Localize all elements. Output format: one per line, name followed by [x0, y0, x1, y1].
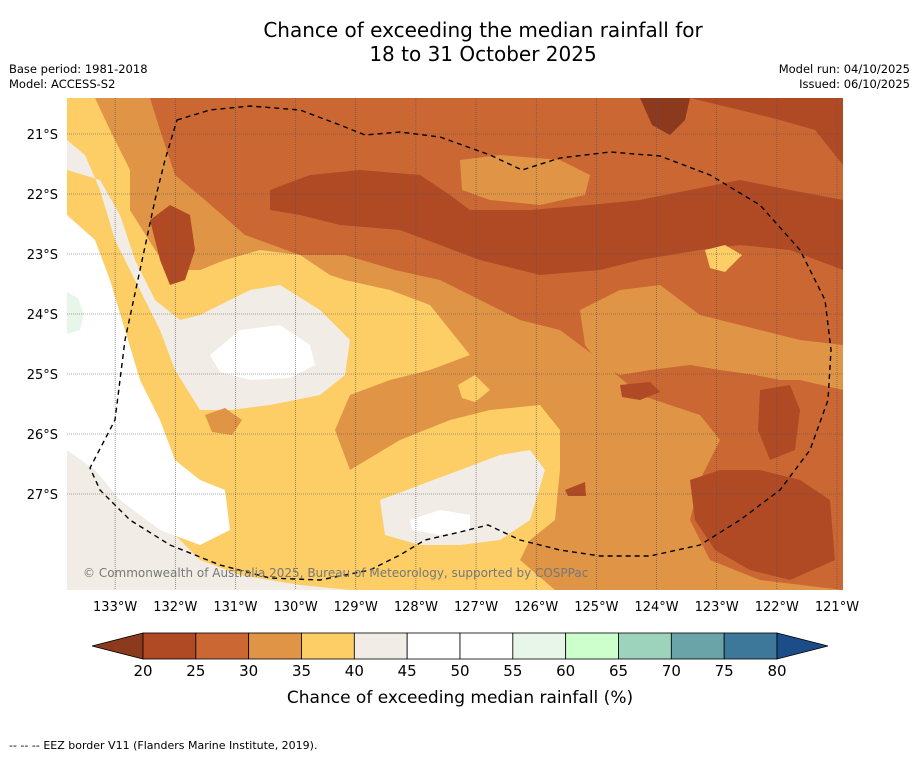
colorbar-label: Chance of exceeding median rainfall (%) — [287, 688, 633, 708]
lon-label: 122°W — [755, 600, 799, 615]
colorbar-bin — [670, 632, 725, 660]
field-45-55-west — [67, 215, 230, 545]
colorbar-tick-label: 20 — [133, 662, 152, 680]
colorbar-tick-label: 40 — [345, 662, 364, 680]
meta-left: Base period: 1981-2018 Model: ACCESS-S2 — [9, 62, 148, 92]
lon-label: 130°W — [274, 600, 318, 615]
field-20-25-ne — [570, 98, 843, 165]
lon-label: 132°W — [153, 600, 197, 615]
base-period: Base period: 1981-2018 — [9, 62, 148, 76]
colorbar-tick-label: 65 — [609, 662, 628, 680]
colorbar-tick-label: 55 — [503, 662, 522, 680]
colorbar-ticks: 20 25 30 35 40 45 50 55 60 65 70 75 80 — [133, 662, 786, 680]
map-gridlines — [67, 98, 843, 590]
colorbar-tick-label: 35 — [292, 662, 311, 680]
colorbar-bin — [142, 632, 197, 660]
colorbar-tick-label: 30 — [239, 662, 258, 680]
colorbar-over — [776, 632, 829, 660]
lon-label: 128°W — [394, 600, 438, 615]
colorbar-tick-label: 25 — [186, 662, 205, 680]
colorbar-bin — [512, 632, 567, 660]
lon-label: 125°W — [574, 600, 618, 615]
field-30-35-sw-spot — [205, 408, 242, 435]
lat-label: 22°S — [27, 188, 58, 203]
model-run: Model run: 04/10/2025 — [778, 62, 910, 76]
lon-label: 121°W — [815, 600, 859, 615]
field-35-40-east-spot — [705, 245, 742, 272]
latitude-labels: 21°S 22°S 23°S 24°S 25°S 26°S 27°S — [27, 128, 58, 503]
colorbar-bin — [565, 632, 619, 660]
lon-label: 133°W — [93, 600, 137, 615]
lat-label: 25°S — [27, 368, 58, 383]
colorbar-tick-label: 75 — [715, 662, 734, 680]
eez-legend-swatch: -- -- -- — [9, 739, 40, 752]
lon-label: 131°W — [213, 600, 257, 615]
lon-label: 127°W — [454, 600, 498, 615]
field-below-20 — [640, 98, 690, 135]
title-line-1: Chance of exceeding the median rainfall … — [263, 18, 703, 42]
lat-label: 26°S — [27, 428, 58, 443]
lat-label: 23°S — [27, 248, 58, 263]
field-35-40-mid-spot — [458, 375, 490, 402]
copyright-notice: © Commonwealth of Australia 2025, Bureau… — [83, 566, 588, 580]
field-20-25-west — [150, 205, 195, 285]
colorbar-bin — [618, 632, 672, 660]
lon-label: 126°W — [514, 600, 558, 615]
colorbar-tick-label: 70 — [662, 662, 681, 680]
field-20-25-se — [690, 470, 835, 580]
colorbar-tick-label: 50 — [450, 662, 469, 680]
longitude-labels: 133°W 132°W 131°W 130°W 129°W 128°W 127°W 126°W… — [93, 600, 859, 615]
field-20-25-north — [270, 170, 843, 275]
chart-title: Chance of exceeding the median rainfall … — [0, 18, 919, 66]
colorbar-bin — [723, 632, 778, 660]
field-55-60 — [67, 292, 84, 334]
eez-border — [89, 105, 832, 581]
lon-label: 129°W — [334, 600, 378, 615]
field-30-35-east — [580, 285, 843, 390]
meta-right: Model run: 04/10/2025 Issued: 06/10/2025 — [779, 62, 910, 92]
lon-label: 124°W — [634, 600, 678, 615]
colorbar-tick-label: 45 — [398, 662, 417, 680]
colorbar-bin — [406, 632, 461, 660]
colorbar-bin — [301, 632, 355, 660]
field-20-25-east — [758, 385, 800, 460]
colorbar — [91, 632, 829, 660]
footnote: -- -- -- EEZ border V11 (Flanders Marine… — [9, 739, 317, 752]
colorbar-bin — [353, 632, 408, 660]
colorbar-bin — [248, 632, 302, 660]
model-name: Model: ACCESS-S2 — [9, 77, 116, 91]
lat-label: 27°S — [27, 488, 58, 503]
colorbar-tick-label: 60 — [556, 662, 575, 680]
field-40-45-south — [67, 400, 350, 590]
field-30-35-north-island — [460, 155, 590, 205]
colorbar-bin — [459, 632, 514, 660]
colorbar-under — [91, 632, 144, 660]
title-line-2: 18 to 31 October 2025 — [369, 42, 597, 66]
colorbar-tick-label: 80 — [767, 662, 786, 680]
field-20-25-spot1 — [620, 382, 660, 400]
field-45-55-small — [410, 510, 470, 535]
issued-date: Issued: 06/10/2025 — [799, 77, 910, 91]
field-45-55-core — [210, 325, 315, 380]
contour-fields — [67, 98, 843, 590]
lat-label: 24°S — [27, 308, 58, 323]
lon-label: 123°W — [695, 600, 739, 615]
field-20-25-spot2 — [565, 482, 586, 496]
colorbar-bin — [195, 632, 250, 660]
eez-legend-text: EEZ border V11 (Flanders Marine Institut… — [43, 739, 318, 752]
lat-label: 21°S — [27, 128, 58, 143]
